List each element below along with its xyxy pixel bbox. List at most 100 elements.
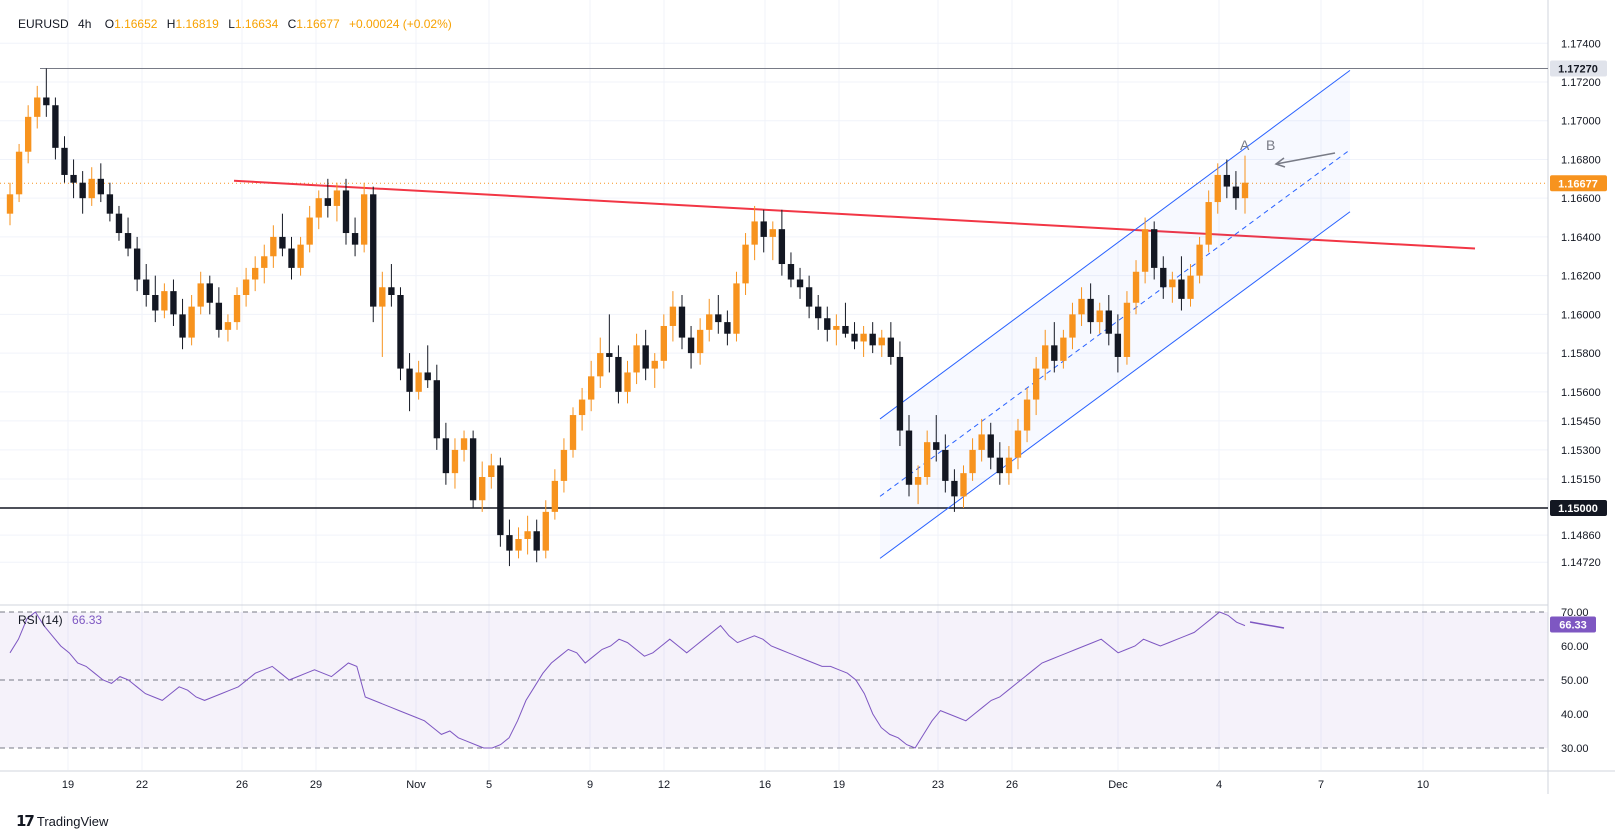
candle-body (34, 97, 41, 117)
candle-body (706, 314, 713, 330)
candle-body (760, 221, 767, 237)
candle-body (923, 442, 931, 478)
candle-body (824, 318, 831, 330)
candle-body (769, 229, 776, 237)
candle-body (624, 372, 631, 392)
high-value: 1.16819 (175, 17, 219, 31)
candle-body (1005, 457, 1013, 474)
candle-body (1187, 275, 1194, 299)
candle-body (851, 333, 858, 342)
candle-body (914, 477, 922, 485)
candle-body (987, 434, 994, 458)
candle-body (161, 291, 168, 311)
time-tick-label: 29 (310, 779, 322, 791)
candle-body (52, 105, 59, 148)
price-tick-label: 1.16800 (1561, 154, 1601, 166)
candle-body (206, 283, 213, 303)
candle-body (1223, 174, 1231, 187)
rsi-axis[interactable]: 70.00 60.00 50.00 40.00 30.00 (1561, 607, 1589, 755)
candle-body (733, 283, 740, 334)
candle-body (424, 372, 431, 381)
candle-body (360, 194, 368, 245)
candlestick-series[interactable] (6, 68, 1249, 567)
candle-body (778, 229, 786, 265)
candle-body (724, 322, 731, 334)
time-gridlines (67, 0, 1424, 770)
price-tick-label: 1.17400 (1561, 38, 1601, 50)
candle-body (24, 116, 32, 152)
candle-body (1214, 174, 1221, 203)
candle-body (442, 438, 450, 474)
time-tick-label: 26 (236, 779, 248, 791)
symbol: EURUSD (18, 17, 69, 31)
candle-body (152, 295, 159, 311)
rsi-line[interactable] (9, 611, 1246, 749)
candle-body (715, 314, 722, 323)
time-tick-label: 9 (587, 779, 593, 791)
low-value: 1.16634 (235, 17, 279, 31)
change-value: +0.00024 (+0.02%) (349, 17, 452, 31)
candle-body (1032, 368, 1040, 400)
time-tick-label: 12 (658, 779, 670, 791)
candle-body (869, 333, 876, 346)
price-tick-label: 1.17200 (1561, 77, 1601, 89)
channel-lower-line[interactable] (879, 211, 1351, 559)
time-tick-label: 19 (62, 779, 74, 791)
price-axis[interactable]: 1.17400 1.17200 1.17000 1.16800 1.16600 1.164… (1561, 38, 1601, 569)
price-label-top-line: 1.17270 (1550, 60, 1607, 77)
candle-body (1069, 314, 1076, 338)
rsi-tick-label: 70.00 (1561, 607, 1589, 619)
candle-body (615, 356, 622, 392)
candle-body (1042, 345, 1049, 369)
candle-body (833, 325, 840, 330)
candle-body (878, 337, 885, 346)
channel-middle-line[interactable] (879, 149, 1351, 497)
candle-body (978, 434, 985, 450)
candle-body (678, 306, 686, 338)
price-tick-label: 1.14860 (1561, 530, 1601, 542)
candle-body (70, 174, 77, 183)
candle-body (560, 449, 568, 481)
candle-body (960, 473, 967, 497)
candle-body (224, 322, 232, 330)
candle-body (79, 182, 86, 199)
candle-body (43, 97, 50, 106)
rsi-divergence-line[interactable] (1249, 621, 1285, 629)
close-value: 1.16677 (296, 17, 340, 31)
arrow-head-icon (1274, 157, 1286, 168)
candle-body (1123, 302, 1131, 357)
candle-body (1051, 345, 1058, 361)
candle-body (88, 178, 95, 199)
candle-body (170, 291, 177, 315)
candle-body (633, 345, 640, 373)
candle-body (297, 244, 304, 268)
candle-body (551, 480, 559, 512)
candle-body (388, 287, 395, 295)
price-tick-label: 1.15600 (1561, 387, 1601, 399)
annotation-a[interactable]: A (1240, 137, 1250, 153)
candle-body (506, 535, 513, 551)
price-tick-label: 1.16400 (1561, 232, 1601, 244)
candle-body (324, 198, 332, 206)
candle-body (252, 267, 259, 280)
candle-body (1232, 186, 1240, 199)
candle-body (370, 194, 377, 307)
arrow-annotation[interactable] (1275, 152, 1336, 165)
tradingview-logo[interactable]: 𝟭𝟳 TradingView (16, 812, 108, 830)
candle-body (524, 531, 531, 539)
resistance-trendline[interactable] (233, 179, 1476, 250)
channel-upper-line[interactable] (879, 69, 1351, 420)
time-axis[interactable]: 19 22 26 29 Nov 5 9 12 16 19 23 26 Dec 4 7 10 (62, 779, 1429, 791)
svg-text:1.15000: 1.15000 (1558, 503, 1598, 515)
price-label-last: 1.16677 (1550, 175, 1607, 192)
candle-body (379, 287, 386, 307)
time-tick-label: 23 (932, 779, 944, 791)
candle-body (415, 372, 422, 392)
svg-text:66.33: 66.33 (1559, 619, 1587, 631)
candle-body (406, 368, 413, 392)
candle-body (687, 337, 695, 354)
annotation-b[interactable]: B (1266, 137, 1275, 153)
candle-body (805, 287, 813, 307)
price-tick-label: 1.16000 (1561, 309, 1601, 321)
